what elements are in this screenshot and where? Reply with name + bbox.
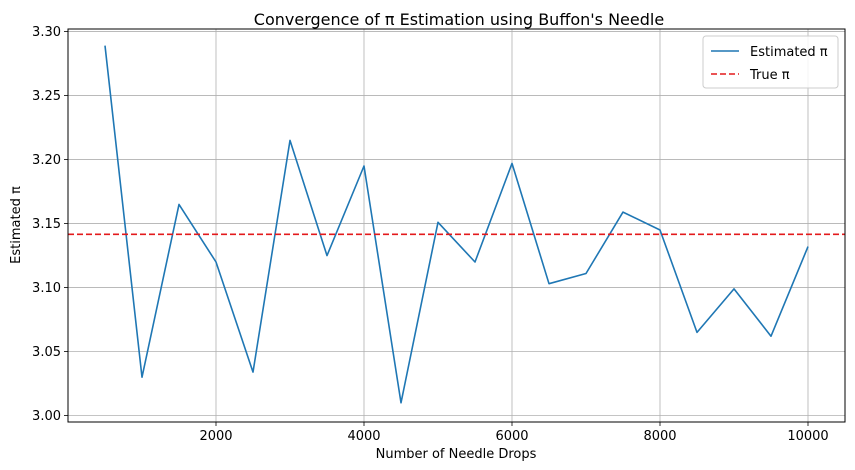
y-tick-label: 3.30 [32,25,61,40]
x-tick-label: 6000 [495,429,528,444]
legend: Estimated π True π [702,35,839,89]
y-tick-label: 3.05 [32,345,61,360]
y-axis-label: Estimated π [9,186,24,264]
grid [68,29,845,422]
estimated-pi-line [104,45,809,404]
chart-title: Convergence of π Estimation using Buffon… [254,10,664,29]
x-tick-label: 8000 [643,429,676,444]
x-ticks: 2000 4000 6000 8000 10000 [199,422,829,444]
y-tick-label: 3.20 [32,153,61,168]
y-tick-label: 3.00 [32,409,61,424]
legend-label-estimated: Estimated π [750,45,828,60]
y-tick-label: 3.15 [32,217,61,232]
plot-frame [67,28,846,423]
y-ticks: 3.00 3.05 3.10 3.15 3.20 3.25 3.30 [32,25,68,424]
x-tick-label: 2000 [199,429,232,444]
y-tick-label: 3.25 [32,89,61,104]
x-axis-label: Number of Needle Drops [376,447,537,462]
x-tick-label: 10000 [787,429,828,444]
legend-box [702,35,839,89]
y-tick-label: 3.10 [32,281,61,296]
series-layer [68,45,845,404]
legend-label-true: True π [749,68,790,83]
x-tick-label: 4000 [347,429,380,444]
